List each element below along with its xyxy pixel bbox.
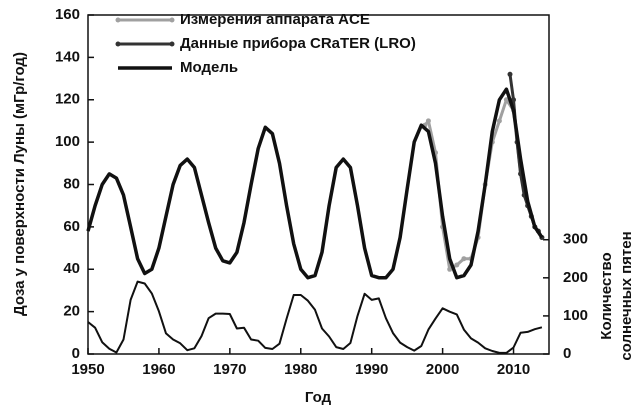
x-tick-label: 1960 <box>142 361 175 378</box>
y-tick-label: 20 <box>63 303 80 320</box>
y-tick-label: 40 <box>63 260 80 277</box>
x-tick-label: 1970 <box>213 361 246 378</box>
series-line <box>86 87 544 280</box>
y-tick-label: 100 <box>55 133 80 150</box>
y-tick-label: 0 <box>72 345 80 362</box>
series-line <box>87 280 543 354</box>
y-tick-label: 140 <box>55 48 80 65</box>
x-axis-label: Год <box>305 389 332 406</box>
plot-frame <box>87 14 550 355</box>
y2-axis-label: солнечных пятен <box>618 231 635 360</box>
y2-tick-label: 100 <box>563 307 588 324</box>
y-tick-label: 60 <box>63 218 80 235</box>
y-axis-label: Доза у поверхности Луны (мГр/год) <box>11 52 28 316</box>
x-tick-label: 2010 <box>497 361 530 378</box>
x-tick-label: 1980 <box>284 361 317 378</box>
y2-tick-label: 0 <box>563 345 571 362</box>
legend-label: Измерения аппарата ACE <box>180 11 370 28</box>
legend-label: Модель <box>180 59 238 76</box>
y2-axis-label: Количество <box>598 252 615 339</box>
legend-label: Данные прибора CRaTER (LRO) <box>180 35 416 52</box>
y-tick-label: 80 <box>63 175 80 192</box>
y2-tick-label: 300 <box>563 231 588 248</box>
series-line <box>507 71 545 240</box>
x-tick-label: 1990 <box>355 361 388 378</box>
x-tick-label: 1950 <box>71 361 104 378</box>
y2-tick-label: 200 <box>563 269 588 286</box>
y-tick-label: 120 <box>55 91 80 108</box>
x-tick-label: 2000 <box>426 361 459 378</box>
y-tick-label: 160 <box>55 6 80 23</box>
